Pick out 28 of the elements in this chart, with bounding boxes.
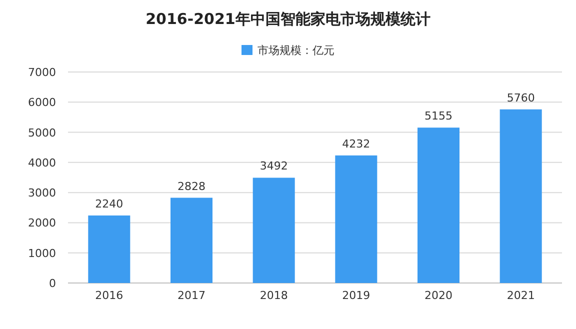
legend-label: 市场规模：亿元: [258, 44, 334, 57]
y-tick-label: 2000: [28, 216, 56, 230]
bar: [335, 155, 378, 283]
bar: [252, 178, 295, 283]
y-tick-label: 3000: [28, 186, 56, 200]
data-label: 2828: [178, 180, 206, 193]
data-label: 5155: [424, 110, 452, 123]
y-tick-label: 6000: [28, 96, 56, 110]
data-label: 3492: [260, 160, 288, 173]
x-tick-label: 2018: [260, 289, 288, 302]
y-tick-label: 5000: [28, 126, 56, 140]
bar: [500, 109, 542, 283]
y-tick-label: 4000: [28, 156, 56, 170]
x-tick-label: 2021: [506, 289, 535, 302]
bar: [418, 128, 460, 283]
bar: [88, 215, 130, 283]
chart-title: 2016-2021年中国智能家电市场规模统计: [146, 10, 430, 28]
x-tick-label: 2017: [178, 289, 206, 302]
bar: [170, 198, 212, 283]
x-tick-label: 2020: [424, 289, 452, 302]
y-tick-label: 1000: [28, 246, 56, 260]
y-tick-label: 0: [49, 277, 56, 290]
data-label: 2240: [95, 197, 124, 210]
data-label: 5760: [506, 91, 535, 104]
x-tick-label: 2019: [342, 289, 370, 302]
x-tick-label: 2016: [95, 289, 124, 302]
data-label: 4232: [342, 137, 370, 150]
y-tick-label: 7000: [28, 66, 56, 79]
